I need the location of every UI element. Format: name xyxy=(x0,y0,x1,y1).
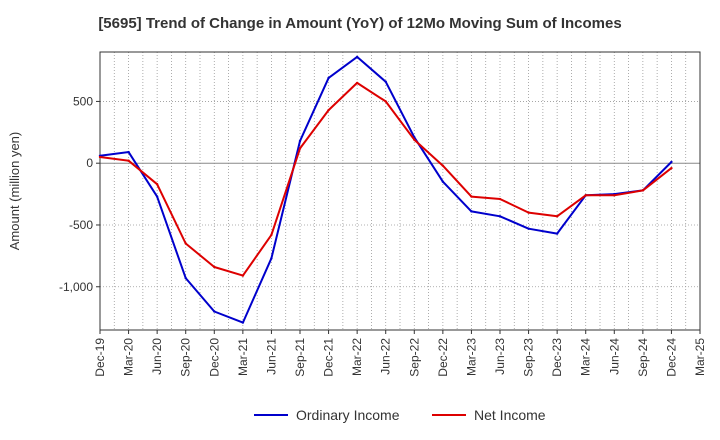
x-tick-label: Dec-20 xyxy=(207,338,221,377)
data-point xyxy=(498,215,502,218)
data-point xyxy=(327,108,330,112)
y-tick-label: -500 xyxy=(69,218,93,232)
data-point xyxy=(184,276,187,280)
x-tick-label: Dec-21 xyxy=(322,338,336,377)
chart-title: [5695] Trend of Change in Amount (YoY) o… xyxy=(98,15,622,32)
legend-label: Net Income xyxy=(474,407,546,423)
data-point xyxy=(441,164,445,167)
data-point xyxy=(327,76,330,80)
x-tick-label: Mar-24 xyxy=(579,338,593,376)
data-point xyxy=(584,194,587,197)
data-point xyxy=(127,159,130,162)
x-tick-label: Dec-19 xyxy=(93,338,107,377)
data-point xyxy=(270,257,273,260)
x-tick-label: Dec-24 xyxy=(664,338,678,377)
data-point xyxy=(184,242,187,245)
data-point xyxy=(441,180,445,183)
series-line-ordinary-income xyxy=(99,55,673,324)
data-point xyxy=(155,195,159,198)
x-tick-label: Jun-24 xyxy=(607,338,621,375)
x-tick-label: Jun-23 xyxy=(493,338,507,375)
data-point xyxy=(98,155,102,159)
y-tick-label: 500 xyxy=(73,94,93,108)
data-point xyxy=(641,189,645,192)
data-point xyxy=(527,227,530,230)
data-point xyxy=(127,150,130,154)
data-point xyxy=(413,138,416,141)
x-tick-label: Jun-20 xyxy=(150,338,164,375)
axes xyxy=(96,51,701,334)
x-tick-label: Jun-22 xyxy=(379,338,393,375)
x-tick-label: Sep-21 xyxy=(293,338,307,377)
y-tick-label: -1,000 xyxy=(59,280,93,294)
data-point xyxy=(384,80,387,83)
x-tick-label: Sep-20 xyxy=(179,338,193,377)
data-point xyxy=(555,215,559,218)
x-tick-label: Jun-21 xyxy=(264,338,278,375)
data-point xyxy=(555,232,559,235)
data-point xyxy=(298,147,302,150)
data-point xyxy=(527,211,530,214)
x-tick-label: Dec-22 xyxy=(436,338,450,377)
data-point xyxy=(470,210,473,213)
x-tick-label: Mar-25 xyxy=(693,338,707,376)
data-point xyxy=(670,160,673,164)
data-point xyxy=(241,321,245,324)
data-point xyxy=(270,233,273,237)
data-point xyxy=(470,195,473,198)
x-tick-label: Mar-23 xyxy=(464,338,478,376)
data-point xyxy=(613,194,616,197)
data-point xyxy=(355,55,359,59)
legend: Ordinary Income Net Income xyxy=(254,407,546,423)
grid xyxy=(100,52,700,330)
x-tick-label: Sep-22 xyxy=(407,338,421,377)
data-point xyxy=(213,265,216,269)
series-line-net-income xyxy=(99,81,673,277)
data-point xyxy=(241,274,245,277)
data-point xyxy=(670,166,673,170)
x-tick-label: Dec-23 xyxy=(550,338,564,377)
x-tick-label: Mar-20 xyxy=(122,338,136,376)
data-point xyxy=(355,81,359,85)
series-lines xyxy=(98,55,673,324)
x-tick-label: Sep-23 xyxy=(522,338,536,377)
data-point xyxy=(498,197,502,201)
x-tick-label: Mar-22 xyxy=(350,338,364,376)
axis-labels: 500 0 -500 -1,000 Dec-19 Mar-20 Jun-20 Sep-20 De… xyxy=(7,94,707,376)
y-axis-label: Amount (million yen) xyxy=(7,132,22,251)
data-point xyxy=(213,310,216,313)
data-point xyxy=(298,139,302,143)
legend-label: Ordinary Income xyxy=(296,407,400,423)
y-tick-label: 0 xyxy=(86,156,93,170)
x-tick-label: Sep-24 xyxy=(636,338,650,377)
data-point xyxy=(155,183,159,186)
data-point xyxy=(384,100,387,103)
x-tick-label: Mar-21 xyxy=(236,338,250,376)
plot-frame xyxy=(99,51,701,331)
